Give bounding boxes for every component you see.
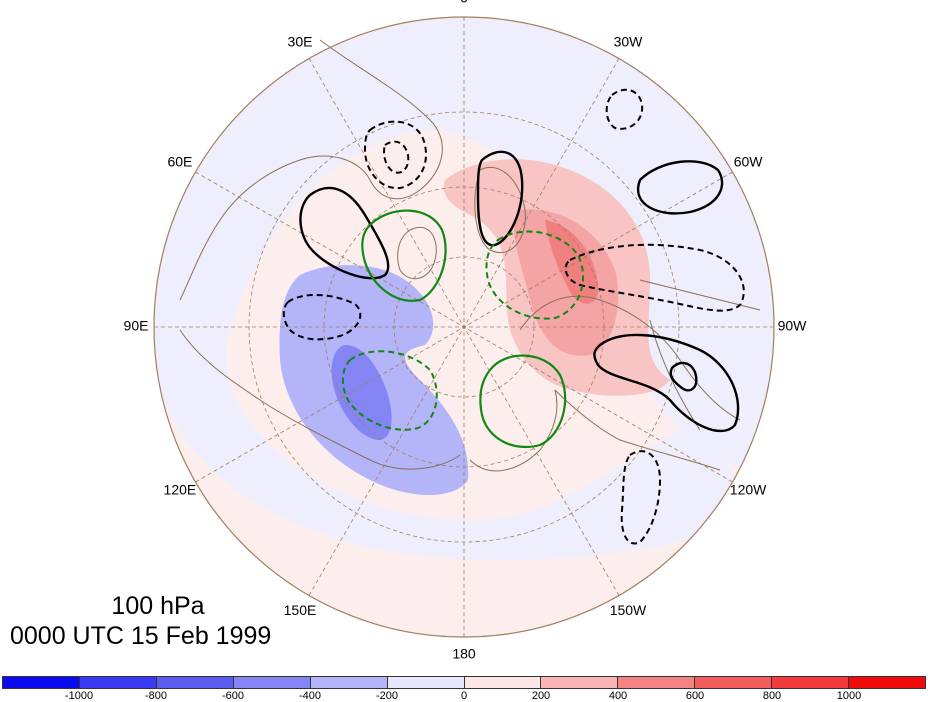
colorbar-box: [695, 677, 773, 688]
lon-label-30w: 30W: [614, 34, 644, 50]
colorbar-tick-label: 800: [762, 690, 782, 702]
contour-solid-atlantic: [636, 160, 724, 215]
colorbar-box: [3, 677, 80, 688]
contour-dashed-siberia: [282, 294, 362, 341]
lon-label-90e: 90E: [124, 318, 149, 334]
lon-label-150e: 150E: [284, 602, 317, 618]
black-dashed-contours: [282, 88, 745, 545]
black-contours: [299, 150, 740, 433]
longitude-labels: 0 30W 60W 90W 120W 150W 180 150E 120E 90E 60E 30E: [124, 0, 808, 662]
colorbar-tick-label: -200: [375, 690, 399, 702]
colorbar-box: [772, 677, 850, 688]
colorbar-box: [618, 677, 696, 688]
contour-green-barents: [361, 209, 447, 302]
colorbar-tick-label: 1000: [836, 690, 862, 702]
contour-dashed-scandinavia-inner: [383, 140, 410, 174]
shaded-field: [154, 17, 774, 560]
colorbar-tick-label: 600: [685, 690, 705, 702]
contour-solid-greenland: [476, 150, 524, 247]
pressure-level-caption: 100 hPa: [111, 592, 205, 620]
colorbar-tick-label: -1000: [64, 690, 94, 702]
contour-dashed-pacific: [620, 450, 662, 545]
red-anomaly-core: [545, 220, 599, 304]
contour-dashed-northatlantic: [605, 88, 644, 130]
contour-solid-na: [593, 333, 740, 433]
colorbar-tick-label: 400: [608, 690, 628, 702]
valid-time-caption: 0000 UTC 15 Feb 1999: [10, 622, 272, 650]
contour-solid-na-inner: [669, 361, 698, 392]
colorbar-tick-label: -600: [221, 690, 245, 702]
colorbar-tick-label: 0: [460, 690, 468, 702]
green-dashed-contours: [342, 230, 585, 431]
polar-map: 0 30W 60W 90W 120W 150W 180 150E 120E 90E 60E 30E: [124, 0, 808, 662]
lon-label-90w: 90W: [778, 318, 808, 334]
lon-label-60w: 60W: [734, 154, 764, 170]
colorbar-box: [541, 677, 619, 688]
colorbar-box: [849, 677, 926, 688]
colorbar-tick-label: 200: [531, 690, 551, 702]
colorbar-box: [79, 677, 157, 688]
map-border: [153, 16, 775, 638]
lon-label-30e: 30E: [288, 34, 313, 50]
lon-label-120e: 120E: [164, 482, 197, 498]
colorbar: [2, 676, 926, 689]
lon-label-120w: 120W: [730, 482, 767, 498]
contour-dashed-scandinavia: [363, 120, 427, 190]
contour-green-dashed-pole: [485, 230, 585, 320]
lon-label-0: 0: [460, 0, 468, 6]
graticule: [154, 17, 774, 637]
colorbar-tick-label: -400: [298, 690, 322, 702]
lon-label-180: 180: [452, 646, 476, 662]
blue-anomaly-core: [331, 345, 392, 440]
colorbar-box: [233, 677, 311, 688]
green-contours: [361, 209, 567, 449]
colorbar-box: [156, 677, 234, 688]
colorbar-box: [310, 677, 388, 688]
colorbar-box: [464, 677, 542, 688]
contour-dashed-canada: [564, 243, 745, 312]
lon-label-150w: 150W: [610, 602, 647, 618]
colorbar-tick-label: -800: [144, 690, 168, 702]
colorbar-box: [387, 677, 465, 688]
pale-blue-band: [154, 17, 774, 560]
contour-green-beaufort: [479, 354, 567, 449]
lon-label-60e: 60E: [167, 154, 192, 170]
contour-solid-urals: [299, 186, 390, 280]
contour-green-dashed-siberia: [342, 350, 438, 431]
